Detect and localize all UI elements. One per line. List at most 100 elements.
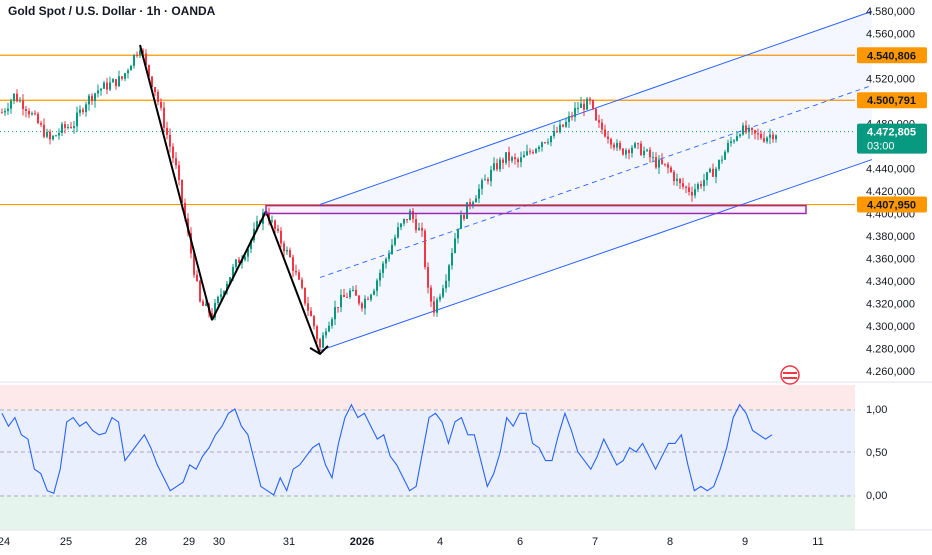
candle xyxy=(22,100,24,109)
candle xyxy=(496,163,498,170)
candle xyxy=(421,228,423,231)
price-tick-label: 4.520,000 xyxy=(866,74,915,86)
candle xyxy=(622,148,624,155)
candle xyxy=(412,210,414,220)
candle xyxy=(46,131,48,137)
price-tick-label: 4.340,000 xyxy=(866,276,915,288)
candle xyxy=(670,167,672,172)
candle xyxy=(739,134,741,137)
candle xyxy=(607,136,609,139)
time-tick-label: 2026 xyxy=(350,536,374,548)
candle xyxy=(559,124,561,133)
candle xyxy=(220,294,222,297)
candle xyxy=(160,101,162,108)
candle xyxy=(28,110,30,115)
candle xyxy=(661,159,663,164)
candle xyxy=(658,159,660,168)
indicator-tick-label: 0,50 xyxy=(866,447,887,459)
candle xyxy=(85,104,87,113)
oscillator xyxy=(1,403,773,496)
candle xyxy=(646,149,648,151)
candle xyxy=(592,100,594,109)
candle xyxy=(373,290,375,295)
candle xyxy=(577,107,579,109)
candle xyxy=(697,184,699,190)
price-tick-label: 4.300,000 xyxy=(866,321,915,333)
candle xyxy=(730,141,732,144)
candle xyxy=(43,124,45,137)
candle xyxy=(706,172,708,181)
price-tick-label: 4.280,000 xyxy=(866,343,915,355)
candle xyxy=(688,187,690,192)
candle xyxy=(721,159,723,161)
candle xyxy=(385,258,387,264)
candle xyxy=(376,280,378,291)
candle xyxy=(520,157,522,163)
level-label-bg xyxy=(857,92,927,109)
candle xyxy=(673,171,675,181)
candle xyxy=(52,135,54,140)
candle xyxy=(565,122,567,127)
candle xyxy=(580,103,582,108)
candle xyxy=(481,180,483,189)
candle xyxy=(19,100,21,102)
candle xyxy=(211,313,213,318)
candle xyxy=(340,294,342,308)
candle xyxy=(301,279,303,288)
candle xyxy=(490,169,492,182)
candle xyxy=(82,109,84,113)
flag-icon[interactable] xyxy=(780,365,800,385)
candle xyxy=(484,179,486,181)
candle xyxy=(73,126,75,128)
candle xyxy=(103,82,105,89)
candle xyxy=(145,53,147,65)
price-tick-label: 4.260,000 xyxy=(866,366,915,378)
candle xyxy=(229,277,231,284)
candle xyxy=(433,301,435,313)
flag-icon-circle xyxy=(780,365,800,385)
candle xyxy=(94,93,96,102)
oversold-zone xyxy=(0,496,855,530)
candle xyxy=(685,186,687,188)
candle xyxy=(709,168,711,173)
candle xyxy=(532,152,534,154)
candle xyxy=(292,257,294,271)
support-rectangle xyxy=(265,204,807,215)
candle xyxy=(760,133,762,139)
candle xyxy=(370,294,372,300)
support-box xyxy=(265,204,807,215)
candle xyxy=(616,142,618,148)
candle xyxy=(13,93,15,101)
candle xyxy=(751,127,753,131)
price-tick-label: 4.420,000 xyxy=(866,186,915,198)
candle xyxy=(169,134,171,147)
candle xyxy=(430,287,432,302)
candle xyxy=(562,124,564,127)
time-tick-label: 8 xyxy=(667,536,673,548)
candle xyxy=(142,50,144,54)
candle xyxy=(487,179,489,182)
candle xyxy=(769,134,771,138)
candle xyxy=(355,289,357,296)
candle xyxy=(166,127,168,135)
price-tick-label: 4.360,000 xyxy=(866,253,915,265)
candle xyxy=(193,253,195,275)
time-tick-label: 29 xyxy=(183,536,195,548)
candle xyxy=(106,82,108,90)
candle xyxy=(280,230,282,244)
candle xyxy=(175,158,177,166)
candle xyxy=(346,296,348,298)
grid xyxy=(0,381,932,531)
candle xyxy=(349,290,351,298)
candle xyxy=(394,237,396,245)
candle xyxy=(34,113,36,115)
candle xyxy=(454,238,456,253)
candle xyxy=(118,76,120,87)
level-label: 4.540,806 xyxy=(867,50,916,62)
candle xyxy=(733,140,735,142)
time-tick-label: 11 xyxy=(812,536,823,548)
candle xyxy=(586,98,588,110)
candle xyxy=(451,252,453,266)
candle xyxy=(217,296,219,303)
